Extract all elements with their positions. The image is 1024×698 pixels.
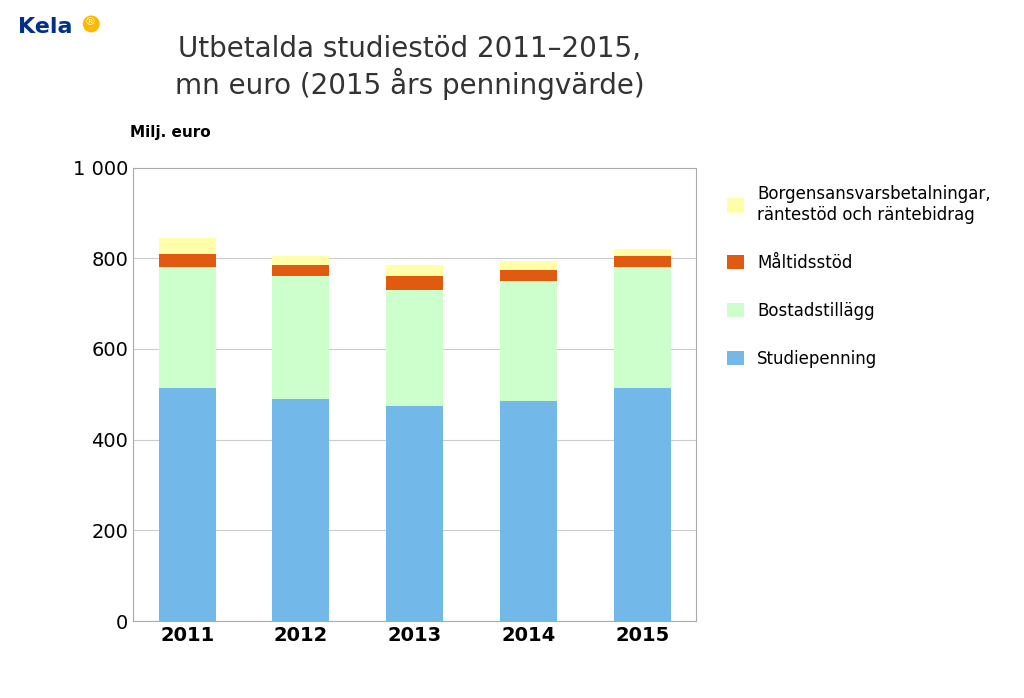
Text: Milj. euro: Milj. euro bbox=[130, 126, 211, 140]
Text: ®: ® bbox=[85, 17, 97, 31]
Bar bbox=[613, 256, 671, 267]
Legend: Borgensansvarsbetalningar,
räntestöd och räntebidrag, Måltidsstöd, Bostadstilläg: Borgensansvarsbetalningar, räntestöd och… bbox=[727, 185, 991, 368]
Bar bbox=[613, 249, 671, 256]
Bar bbox=[159, 387, 216, 621]
Bar bbox=[159, 238, 216, 254]
Bar bbox=[613, 387, 671, 621]
Bar bbox=[386, 265, 443, 276]
Text: Utbetalda studiestöd 2011–2015,
mn euro (2015 års penningvärde): Utbetalda studiestöd 2011–2015, mn euro … bbox=[175, 35, 644, 101]
Bar bbox=[272, 276, 330, 399]
Bar bbox=[386, 276, 443, 290]
Bar bbox=[613, 267, 671, 387]
Bar bbox=[500, 281, 557, 401]
Bar bbox=[500, 269, 557, 281]
Bar bbox=[386, 406, 443, 621]
Bar bbox=[159, 267, 216, 387]
Bar bbox=[272, 265, 330, 276]
Bar bbox=[500, 401, 557, 621]
Bar bbox=[159, 254, 216, 267]
Bar bbox=[386, 290, 443, 406]
Bar bbox=[500, 260, 557, 269]
Bar bbox=[272, 399, 330, 621]
Text: ®: ® bbox=[85, 17, 96, 27]
Text: Kela: Kela bbox=[18, 17, 73, 38]
Bar bbox=[272, 256, 330, 265]
